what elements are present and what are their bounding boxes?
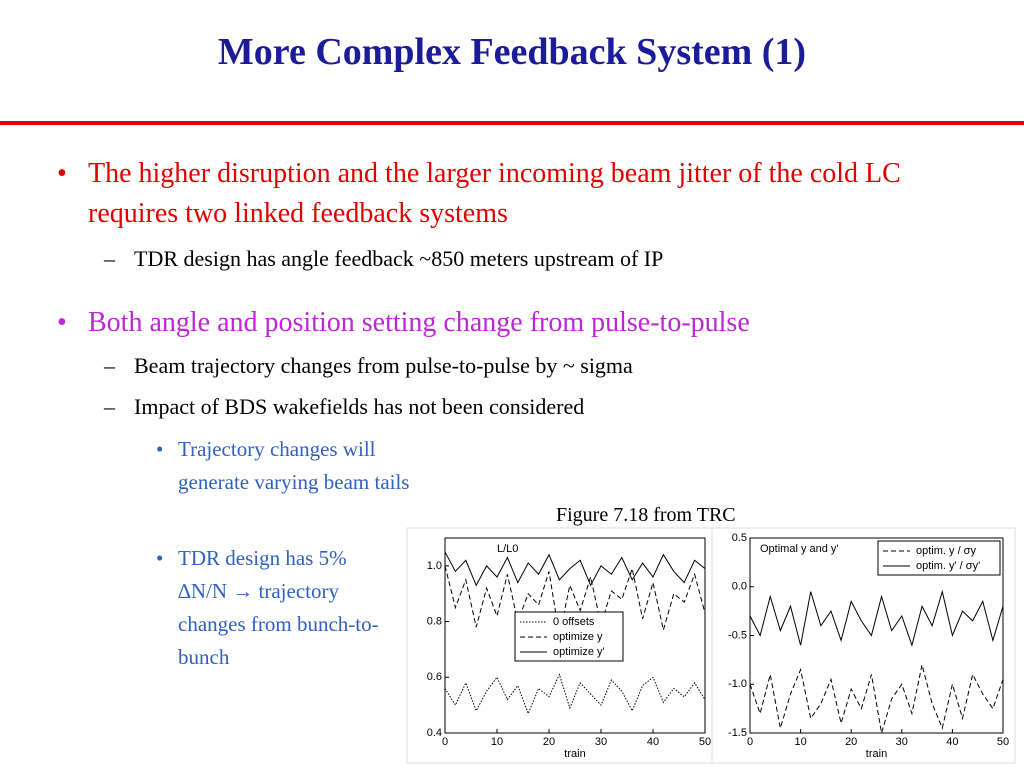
sub-bullet-marker: – (104, 353, 115, 378)
bullet: Both angle and position setting change f… (88, 307, 750, 338)
x-tick-label: 40 (946, 736, 958, 748)
sub-bullet-marker: – (104, 246, 115, 271)
plot-frame (444, 537, 706, 734)
x-tick-label: 40 (647, 736, 659, 748)
chart-title: Optimal y and y' (760, 543, 839, 555)
y-tick-label: 0.6 (427, 671, 442, 683)
bullet: The higher disruption and the larger inc… (88, 158, 901, 229)
series-line (749, 589, 1004, 647)
y-tick-label: 1.0 (427, 560, 442, 572)
x-tick-label: 10 (491, 736, 503, 748)
legend-box (877, 540, 1001, 576)
x-tick-label: 0 (442, 736, 448, 748)
sub-bullet: Beam trajectory changes from pulse-to-pu… (134, 353, 633, 378)
legend-label: optim. y / σy (916, 545, 976, 557)
legend-box (514, 611, 624, 662)
x-tick-label: 20 (543, 736, 555, 748)
y-tick-label: -0.5 (728, 629, 747, 641)
y-tick-label: -1.5 (728, 727, 747, 739)
series-line (444, 551, 706, 587)
y-tick-label: 0.4 (427, 727, 442, 739)
legend-label: optimize y' (553, 646, 605, 658)
y-tick-label: -1.0 (728, 678, 747, 690)
sub-sub-bullet: Trajectory changes will generate varying… (178, 437, 410, 494)
y-tick-label: 0.8 (427, 615, 442, 627)
x-tick-label: 50 (699, 736, 711, 748)
legend-label: optimize y (553, 631, 603, 643)
x-axis-label: train (866, 748, 887, 760)
series-line (749, 664, 1004, 734)
y-tick-label: 0.0 (732, 581, 747, 593)
series-line (444, 673, 706, 715)
sub-bullet: Impact of BDS wakefields has not been co… (134, 394, 585, 419)
sub-sub-bullet: TDR design has 5% ∆N/N → trajectory chan… (178, 546, 379, 669)
figure-caption: Figure 7.18 from TRC (556, 504, 736, 526)
sub-bullet: TDR design has angle feedback ~850 meter… (134, 246, 664, 271)
chart-background (711, 527, 1016, 764)
series-line (444, 565, 706, 636)
x-tick-label: 20 (845, 736, 857, 748)
bullet-marker: • (57, 307, 67, 338)
slide-title: More Complex Feedback System (1) (217, 31, 807, 73)
x-tick-label: 30 (896, 736, 908, 748)
x-tick-label: 50 (997, 736, 1009, 748)
x-tick-label: 30 (595, 736, 607, 748)
legend-label: 0 offsets (553, 616, 595, 628)
legend-label: optim. y' / σy' (916, 560, 980, 572)
x-tick-label: 10 (794, 736, 806, 748)
chart-title: L/L0 (497, 543, 518, 555)
chart-background (406, 527, 718, 764)
x-tick-label: 0 (747, 736, 753, 748)
title-rule (0, 121, 1024, 125)
sub-sub-bullet-marker: • (156, 437, 164, 461)
plot-frame (749, 537, 1004, 734)
sub-sub-bullet-marker: • (156, 546, 164, 570)
bullet-marker: • (57, 158, 67, 189)
y-tick-label: 0.5 (732, 532, 747, 544)
sub-bullet-marker: – (104, 394, 115, 419)
x-axis-label: train (564, 748, 585, 760)
